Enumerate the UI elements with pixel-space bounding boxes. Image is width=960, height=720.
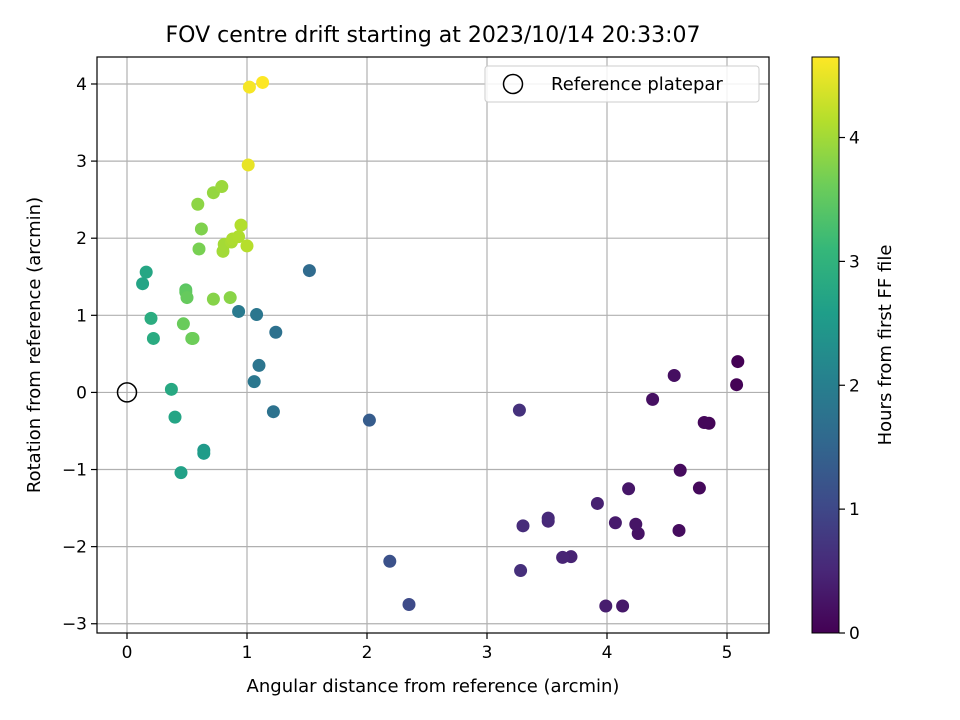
scatter-point: [180, 291, 194, 305]
scatter-point: [616, 599, 630, 613]
scatter-point: [697, 415, 711, 429]
y-tick-label: 1: [76, 306, 87, 326]
scatter-point: [247, 375, 261, 389]
scatter-point: [197, 446, 211, 460]
scatter-point: [541, 511, 555, 525]
x-axis-label: Angular distance from reference (arcmin): [247, 676, 620, 697]
scatter-point: [191, 197, 205, 211]
chart-title: FOV centre drift starting at 2023/10/14 …: [166, 23, 701, 48]
scatter-point: [622, 482, 636, 496]
scatter-points: [136, 75, 745, 613]
scatter-point: [234, 218, 248, 232]
legend-entry-reference: Reference platepar: [551, 74, 723, 95]
plot-area: [97, 57, 769, 633]
scatter-point: [186, 331, 200, 345]
scatter-point: [599, 599, 613, 613]
y-tick-label: 2: [76, 229, 87, 249]
scatter-point: [139, 265, 153, 279]
scatter-point: [402, 597, 416, 611]
y-tick-label: −2: [62, 538, 87, 558]
colorbar-tick-label: 4: [849, 129, 860, 149]
scatter-point: [731, 355, 745, 369]
y-tick-label: 4: [76, 75, 87, 95]
scatter-point: [556, 550, 570, 564]
scatter-point: [164, 382, 178, 396]
scatter-point: [168, 410, 182, 424]
scatter-point: [215, 180, 229, 194]
scatter-point: [136, 277, 150, 291]
legend: Reference platepar: [484, 65, 760, 103]
scatter-point: [242, 80, 256, 94]
scatter-point: [362, 413, 376, 427]
y-tick-label: 3: [76, 152, 87, 172]
scatter-point: [692, 481, 706, 495]
y-tick-label: −3: [62, 615, 87, 635]
x-tick-label: 0: [122, 643, 133, 663]
scatter-point: [146, 331, 160, 345]
colorbar-ticks: 0 1 2 3 4: [839, 129, 860, 644]
scatter-point: [590, 496, 604, 510]
scatter-point: [194, 222, 208, 236]
scatter-point: [240, 239, 254, 253]
colorbar-label: Hours from first FF file: [875, 245, 896, 446]
scatter-point: [673, 463, 687, 477]
legend-reference-icon: [502, 73, 524, 95]
scatter-point: [266, 405, 280, 419]
scatter-point: [176, 317, 190, 331]
scatter-point: [516, 519, 530, 533]
y-tick-label: −1: [62, 461, 87, 481]
scatter-point: [302, 264, 316, 278]
scatter-point: [174, 466, 188, 480]
scatter-point: [232, 230, 246, 244]
colorbar-tick-label: 1: [849, 500, 860, 520]
scatter-point: [608, 516, 622, 530]
x-axis-ticks: 0 1 2 3 4 5: [122, 633, 733, 663]
scatter-point: [206, 292, 220, 306]
colorbar-tick-label: 3: [849, 252, 860, 272]
scatter-point: [241, 158, 255, 172]
scatter-point: [252, 358, 266, 372]
scatter-point: [646, 392, 660, 406]
x-tick-label: 5: [722, 643, 733, 663]
colorbar-tick-label: 2: [849, 376, 860, 396]
y-axis-label: Rotation from reference (arcmin): [24, 197, 45, 493]
x-tick-label: 1: [242, 643, 253, 663]
plot-frame: [96, 56, 770, 634]
scatter-point: [667, 368, 681, 382]
y-tick-label: 0: [76, 383, 87, 403]
colorbar: [811, 56, 840, 634]
scatter-point: [512, 403, 526, 417]
scatter-point: [144, 311, 158, 325]
scatter-point: [269, 325, 283, 339]
grid-lines: [97, 57, 769, 633]
scatter-point: [232, 304, 246, 318]
scatter-point: [514, 564, 528, 578]
scatter-point: [250, 308, 264, 322]
scatter-point: [672, 523, 686, 537]
scatter-point: [730, 378, 744, 392]
colorbar-tick-label: 0: [849, 624, 860, 644]
x-tick-label: 4: [602, 643, 613, 663]
y-axis-ticks: −3 −2 −1 0 1 2 3 4: [62, 75, 97, 635]
scatter-point: [256, 75, 270, 89]
x-tick-label: 2: [362, 643, 373, 663]
scatter-point: [223, 291, 237, 305]
scatter-point: [629, 517, 643, 531]
legend-box: [484, 65, 760, 103]
x-tick-label: 3: [482, 643, 493, 663]
scatter-point: [192, 242, 206, 256]
scatter-point: [383, 554, 397, 568]
reference-platepar-marker: [116, 382, 138, 403]
